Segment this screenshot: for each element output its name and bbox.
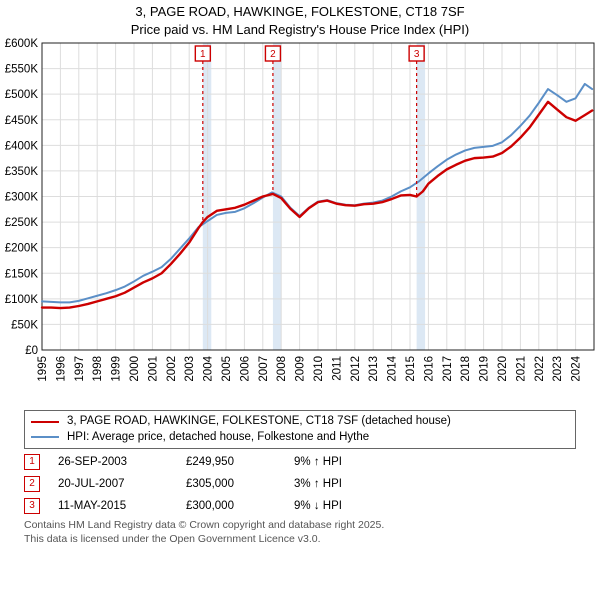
sale-row: 3 11-MAY-2015 £300,000 9% ↓ HPI [24,495,576,517]
sale-date: 11-MAY-2015 [58,500,168,512]
legend-item: 3, PAGE ROAD, HAWKINGE, FOLKESTONE, CT18… [31,414,569,430]
x-tick-label: 2016 [423,356,435,382]
y-tick-label: £400K [5,140,39,152]
x-tick-label: 1998 [92,356,104,382]
x-tick-label: 1996 [55,356,67,382]
sale-delta: 9% ↑ HPI [294,456,394,468]
sale-row: 1 26-SEP-2003 £249,950 9% ↑ HPI [24,451,576,473]
y-tick-label: £100K [5,294,39,306]
series-hpi [42,84,592,302]
legend: 3, PAGE ROAD, HAWKINGE, FOLKESTONE, CT18… [24,410,576,449]
x-tick-label: 2007 [258,356,270,382]
sale-row: 2 20-JUL-2007 £305,000 3% ↑ HPI [24,473,576,495]
x-tick-label: 2001 [147,356,159,382]
sale-marker-icon: 3 [24,498,40,514]
y-tick-label: £450K [5,115,39,127]
x-tick-label: 2017 [442,356,454,382]
x-tick-label: 2003 [184,356,196,382]
x-tick-label: 2008 [276,356,288,382]
legend-swatch [31,436,59,438]
y-tick-label: £550K [5,64,39,76]
x-tick-label: 2010 [313,356,325,382]
x-tick-label: 2023 [552,356,564,382]
x-tick-label: 2012 [350,356,362,382]
sale-marker-number: 1 [200,49,206,60]
title-subtitle: Price paid vs. HM Land Registry's House … [0,21,600,39]
x-tick-label: 1999 [111,356,123,382]
x-tick-label: 2018 [460,356,472,382]
y-tick-label: £150K [5,268,39,280]
sale-price: £300,000 [186,500,276,512]
x-tick-label: 1995 [37,356,49,382]
legend-label: 3, PAGE ROAD, HAWKINGE, FOLKESTONE, CT18… [67,414,451,430]
x-tick-label: 2019 [479,356,491,382]
x-tick-label: 1997 [74,356,86,382]
sale-date: 26-SEP-2003 [58,456,168,468]
x-tick-label: 2024 [571,356,583,382]
title-address: 3, PAGE ROAD, HAWKINGE, FOLKESTONE, CT18… [0,3,600,21]
x-tick-label: 2020 [497,356,509,382]
sale-delta: 9% ↓ HPI [294,500,394,512]
sale-price: £249,950 [186,456,276,468]
x-tick-label: 2021 [515,356,527,382]
y-tick-label: £500K [5,89,39,101]
y-tick-label: £0 [25,345,38,357]
price-chart: £0 £50K £100K £150K £200K £250K £300K £350K £400… [0,38,600,408]
footer-license: This data is licensed under the Open Gov… [24,533,576,547]
x-tick-label: 2006 [239,356,251,382]
footer: Contains HM Land Registry data © Crown c… [24,519,576,546]
legend-item: HPI: Average price, detached house, Folk… [31,430,569,446]
y-tick-label: £600K [5,38,39,50]
x-tick-label: 2014 [387,356,399,382]
x-tick-label: 2000 [129,356,141,382]
y-tick-label: £200K [5,243,39,255]
x-tick-label: 2005 [221,356,233,382]
y-tick-label: £50K [11,320,38,332]
legend-label: HPI: Average price, detached house, Folk… [67,430,369,446]
x-tick-label: 2004 [203,356,215,382]
title-block: 3, PAGE ROAD, HAWKINGE, FOLKESTONE, CT18… [0,0,600,38]
sale-marker-icon: 2 [24,476,40,492]
sale-marker-icon: 1 [24,454,40,470]
sale-delta: 3% ↑ HPI [294,478,394,490]
sale-date: 20-JUL-2007 [58,478,168,490]
sale-price: £305,000 [186,478,276,490]
y-tick-label: £300K [5,192,39,204]
x-tick-label: 2011 [331,356,343,381]
y-tick-label: £250K [5,217,39,229]
x-tick-label: 2015 [405,356,417,382]
x-tick-label: 2022 [534,356,546,382]
x-tick-label: 2013 [368,356,380,382]
x-tick-label: 2009 [295,356,307,382]
series-subject [42,102,592,308]
y-tick-label: £350K [5,166,39,178]
footer-copyright: Contains HM Land Registry data © Crown c… [24,519,576,533]
sale-marker-number: 3 [414,49,420,60]
sales-table: 1 26-SEP-2003 £249,950 9% ↑ HPI 2 20-JUL-2007… [24,451,576,517]
sale-marker-number: 2 [270,49,276,60]
legend-swatch [31,421,59,423]
x-tick-label: 2002 [166,356,178,382]
